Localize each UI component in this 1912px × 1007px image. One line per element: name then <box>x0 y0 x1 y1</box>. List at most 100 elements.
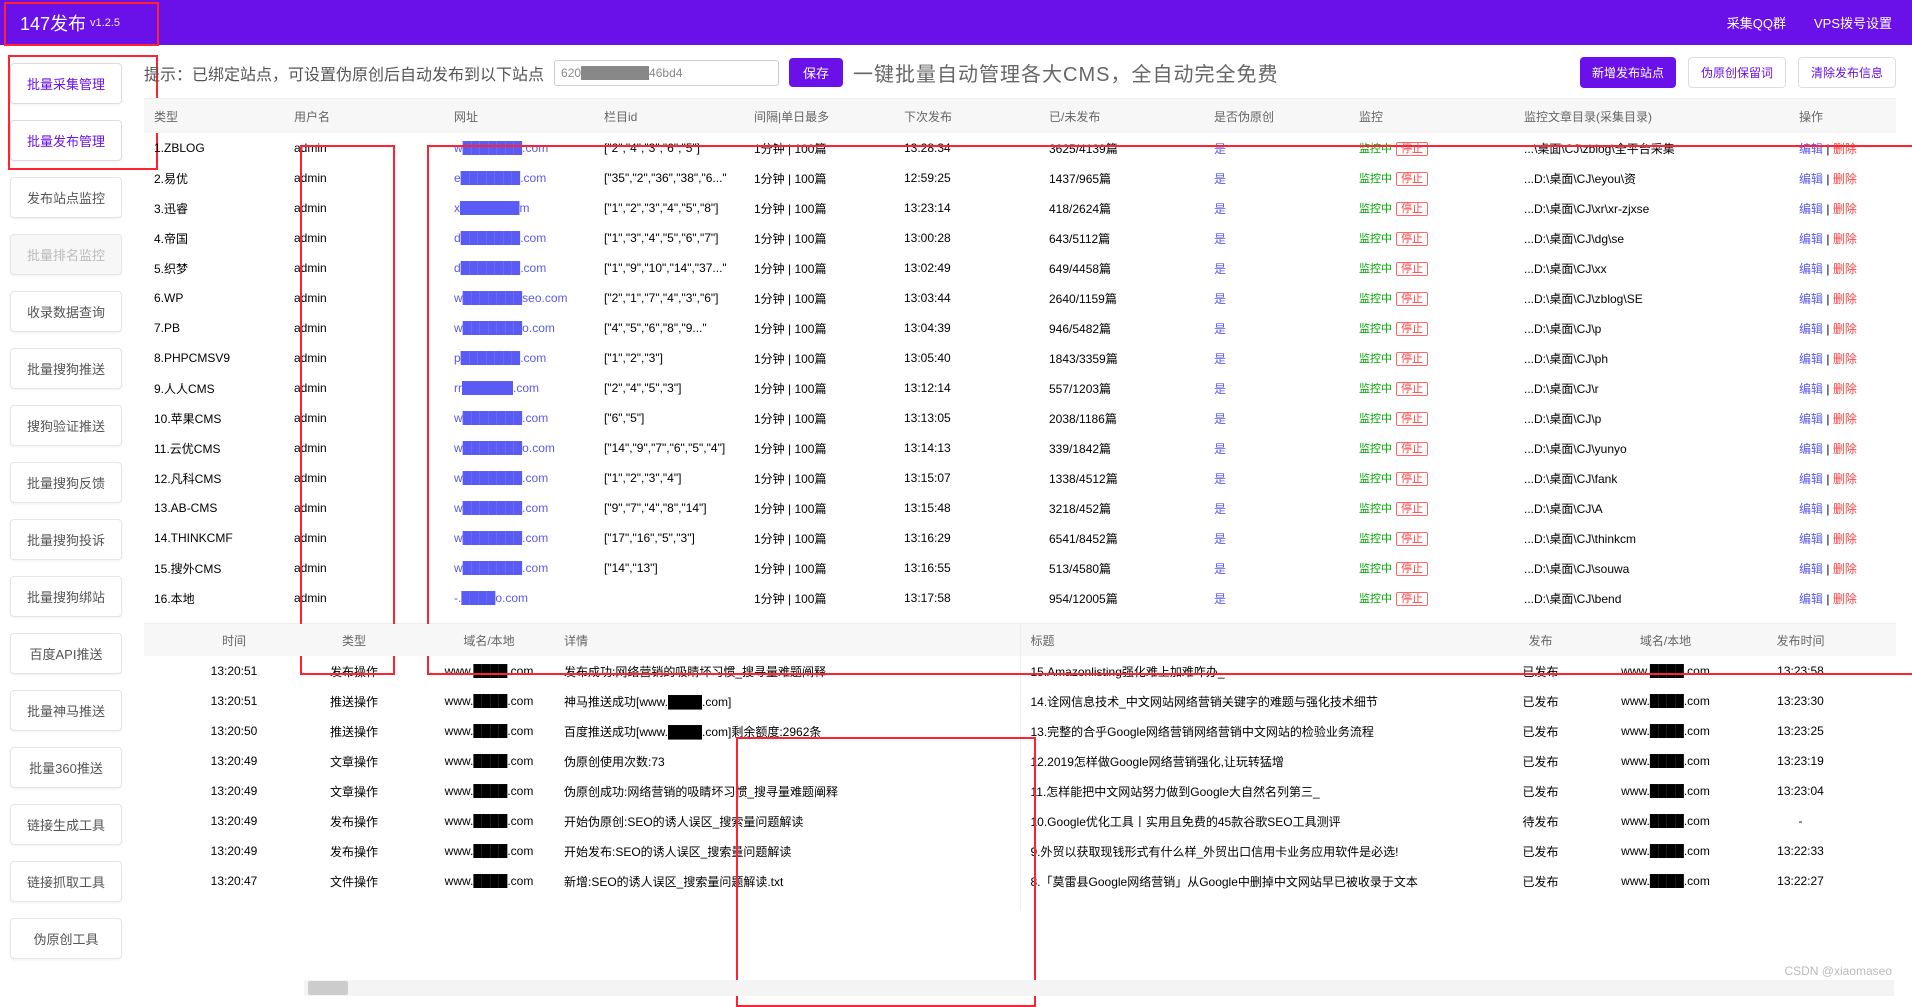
sidebar-item[interactable]: 批量搜狗推送 <box>10 348 122 389</box>
keep-words-button[interactable]: 伪原创保留词 <box>1688 57 1786 88</box>
stop-button[interactable]: 停止 <box>1396 472 1428 486</box>
pseudo-original-link[interactable]: 是 <box>1210 290 1355 307</box>
stop-button[interactable]: 停止 <box>1396 442 1428 456</box>
site-url[interactable]: d███████.com <box>450 231 600 245</box>
site-url[interactable]: e███████.com <box>450 171 600 185</box>
edit-link[interactable]: 编辑 <box>1799 202 1823 216</box>
delete-link[interactable]: 删除 <box>1833 322 1857 336</box>
edit-link[interactable]: 编辑 <box>1799 502 1823 516</box>
stop-button[interactable]: 停止 <box>1396 382 1428 396</box>
edit-link[interactable]: 编辑 <box>1799 562 1823 576</box>
sidebar-item[interactable]: 链接生成工具 <box>10 804 122 845</box>
log-left-pane[interactable]: 时间类型域名/本地详情 13:20:51发布操作www.████.com发布成功… <box>144 624 1020 911</box>
delete-link[interactable]: 删除 <box>1833 352 1857 366</box>
site-url[interactable]: w███████.com <box>450 141 600 155</box>
pseudo-original-link[interactable]: 是 <box>1210 500 1355 517</box>
new-site-button[interactable]: 新增发布站点 <box>1580 57 1676 88</box>
site-url[interactable]: w███████o.com <box>450 441 600 455</box>
sidebar-item[interactable]: 搜狗验证推送 <box>10 405 122 446</box>
sidebar-item[interactable]: 链接抓取工具 <box>10 861 122 902</box>
edit-link[interactable]: 编辑 <box>1799 292 1823 306</box>
stop-button[interactable]: 停止 <box>1396 292 1428 306</box>
topnav-vps[interactable]: VPS拨号设置 <box>1814 13 1892 32</box>
site-url[interactable]: p███████.com <box>450 351 600 365</box>
pseudo-original-link[interactable]: 是 <box>1210 260 1355 277</box>
delete-link[interactable]: 删除 <box>1833 292 1857 306</box>
clear-info-button[interactable]: 清除发布信息 <box>1798 57 1896 88</box>
site-url[interactable]: rr██████.com <box>450 381 600 395</box>
stop-button[interactable]: 停止 <box>1396 202 1428 216</box>
save-button[interactable]: 保存 <box>789 58 843 87</box>
pseudo-original-link[interactable]: 是 <box>1210 470 1355 487</box>
stop-button[interactable]: 停止 <box>1396 232 1428 246</box>
sidebar-item[interactable]: 批量搜狗绑站 <box>10 576 122 617</box>
delete-link[interactable]: 删除 <box>1833 562 1857 576</box>
delete-link[interactable]: 删除 <box>1833 142 1857 156</box>
sidebar-item[interactable]: 批量360推送 <box>10 747 122 788</box>
pseudo-original-link[interactable]: 是 <box>1210 380 1355 397</box>
pseudo-original-link[interactable]: 是 <box>1210 440 1355 457</box>
edit-link[interactable]: 编辑 <box>1799 262 1823 276</box>
edit-link[interactable]: 编辑 <box>1799 142 1823 156</box>
edit-link[interactable]: 编辑 <box>1799 412 1823 426</box>
edit-link[interactable]: 编辑 <box>1799 592 1823 606</box>
delete-link[interactable]: 删除 <box>1833 262 1857 276</box>
site-url[interactable]: d███████.com <box>450 261 600 275</box>
topnav-qq[interactable]: 采集QQ群 <box>1727 13 1786 32</box>
pseudo-original-link[interactable]: 是 <box>1210 320 1355 337</box>
site-url[interactable]: w███████.com <box>450 531 600 545</box>
pseudo-original-link[interactable]: 是 <box>1210 410 1355 427</box>
delete-link[interactable]: 删除 <box>1833 592 1857 606</box>
stop-button[interactable]: 停止 <box>1396 412 1428 426</box>
stop-button[interactable]: 停止 <box>1396 172 1428 186</box>
edit-link[interactable]: 编辑 <box>1799 532 1823 546</box>
delete-link[interactable]: 删除 <box>1833 472 1857 486</box>
sidebar-item[interactable]: 收录数据查询 <box>10 291 122 332</box>
delete-link[interactable]: 删除 <box>1833 502 1857 516</box>
pseudo-original-link[interactable]: 是 <box>1210 230 1355 247</box>
delete-link[interactable]: 删除 <box>1833 202 1857 216</box>
site-url[interactable]: w███████seo.com <box>450 291 600 305</box>
site-url[interactable]: w███████o.com <box>450 321 600 335</box>
delete-link[interactable]: 删除 <box>1833 412 1857 426</box>
pseudo-original-link[interactable]: 是 <box>1210 140 1355 157</box>
delete-link[interactable]: 删除 <box>1833 382 1857 396</box>
site-url[interactable]: w███████.com <box>450 501 600 515</box>
pseudo-original-link[interactable]: 是 <box>1210 530 1355 547</box>
sidebar-item[interactable]: 批量搜狗投诉 <box>10 519 122 560</box>
sidebar-item[interactable]: 批量神马推送 <box>10 690 122 731</box>
pseudo-original-link[interactable]: 是 <box>1210 560 1355 577</box>
delete-link[interactable]: 删除 <box>1833 232 1857 246</box>
token-input[interactable] <box>554 60 779 86</box>
stop-button[interactable]: 停止 <box>1396 532 1428 546</box>
site-url[interactable]: x███████m <box>450 201 600 215</box>
delete-link[interactable]: 删除 <box>1833 172 1857 186</box>
edit-link[interactable]: 编辑 <box>1799 442 1823 456</box>
edit-link[interactable]: 编辑 <box>1799 382 1823 396</box>
site-url[interactable]: w███████.com <box>450 561 600 575</box>
bottom-scrollbar[interactable] <box>304 980 1894 996</box>
edit-link[interactable]: 编辑 <box>1799 472 1823 486</box>
stop-button[interactable]: 停止 <box>1396 262 1428 276</box>
sidebar-item[interactable]: 批量发布管理 <box>10 120 122 161</box>
delete-link[interactable]: 删除 <box>1833 442 1857 456</box>
site-url[interactable]: w███████.com <box>450 471 600 485</box>
sidebar-item[interactable]: 批量采集管理 <box>10 63 122 104</box>
sidebar-item[interactable]: 发布站点监控 <box>10 177 122 218</box>
edit-link[interactable]: 编辑 <box>1799 232 1823 246</box>
delete-link[interactable]: 删除 <box>1833 532 1857 546</box>
stop-button[interactable]: 停止 <box>1396 592 1428 606</box>
sidebar-item[interactable]: 百度API推送 <box>10 633 122 674</box>
stop-button[interactable]: 停止 <box>1396 352 1428 366</box>
stop-button[interactable]: 停止 <box>1396 142 1428 156</box>
stop-button[interactable]: 停止 <box>1396 562 1428 576</box>
site-url[interactable]: w███████.com <box>450 411 600 425</box>
pseudo-original-link[interactable]: 是 <box>1210 170 1355 187</box>
stop-button[interactable]: 停止 <box>1396 322 1428 336</box>
site-url[interactable]: -.████o.com <box>450 591 600 605</box>
log-right-pane[interactable]: 标题发布域名/本地发布时间 15.Amazonlisting强化难上加难咋办_已… <box>1020 624 1897 911</box>
edit-link[interactable]: 编辑 <box>1799 322 1823 336</box>
sidebar-item[interactable]: 伪原创工具 <box>10 918 122 959</box>
pseudo-original-link[interactable]: 是 <box>1210 590 1355 607</box>
edit-link[interactable]: 编辑 <box>1799 352 1823 366</box>
